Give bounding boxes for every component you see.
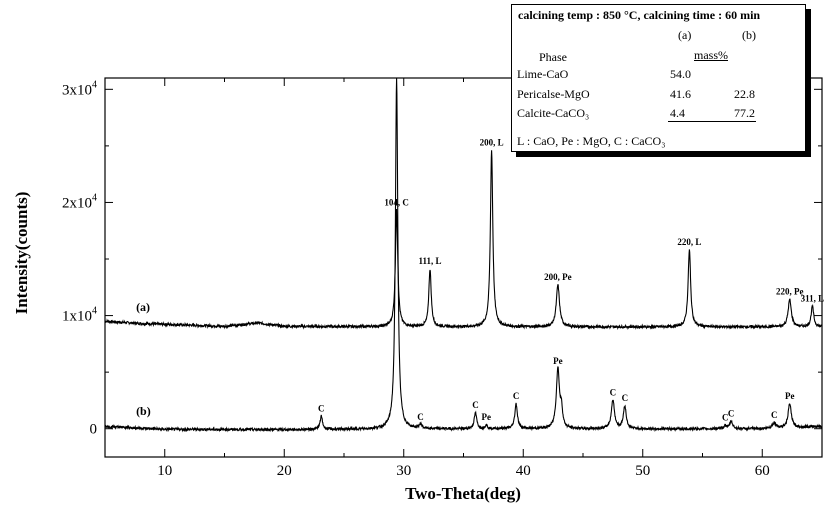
peak-label: C [472, 400, 479, 410]
peak-label: C [610, 387, 617, 397]
peak-label: C [318, 403, 325, 413]
inset-row-value-a: 41.6 [670, 87, 691, 101]
peak-label: C [722, 412, 729, 422]
inset-legend-note: L : CaO, Pe : MgO, C : CaCO₃ [517, 134, 666, 148]
peak-label: 311, L [801, 294, 825, 304]
inset-unit-heading: mass% [694, 48, 728, 62]
y-tick-label: 3x104 [62, 79, 97, 98]
x-tick-label: 10 [157, 463, 172, 479]
peak-label: C [728, 408, 735, 418]
x-axis-title: Two-Theta(deg) [405, 484, 521, 503]
peak-label: 200, L [480, 137, 504, 147]
x-tick-label: 30 [396, 463, 411, 479]
y-tick-label: 1x104 [62, 306, 97, 325]
series-label: (a) [136, 300, 150, 314]
series-label: (b) [136, 404, 151, 418]
peak-label: C [771, 410, 778, 420]
peak-label: C [417, 412, 424, 422]
peak-labels: (a) 104, C 111, L 200, L 200, Pe 220, L 220, P… [136, 137, 824, 422]
inset-row-value-a: 4.4 [670, 106, 685, 120]
inset-column-b: (b) [742, 28, 756, 42]
peak-label: Pe [785, 391, 795, 401]
peak-label: 200, Pe [544, 272, 572, 282]
xrd-traces [104, 78, 823, 433]
peak-label: 220, L [677, 237, 701, 247]
trace-b [104, 78, 823, 433]
inset-row-name: Lime-CaO [517, 67, 569, 81]
y-axis-title: Intensity(counts) [12, 192, 31, 315]
inset-row-value-a: 54.0 [670, 67, 691, 81]
y-tick-label: 0 [90, 422, 98, 438]
x-tick-label: 20 [277, 463, 292, 479]
inset-phase-heading: Phase [539, 50, 567, 64]
peak-label: C [622, 393, 629, 403]
peak-label: 220, Pe [776, 287, 804, 297]
peak-label: Pe [481, 412, 491, 422]
x-tick-label: 50 [635, 463, 650, 479]
x-tick-label: 60 [755, 463, 770, 479]
peak-label: 104, C [384, 197, 409, 207]
inset-row-value-b: 22.8 [734, 87, 755, 101]
phase-composition-inset: calcining temp : 850 °C, calcining time … [511, 4, 806, 152]
inset-row-name: Pericalse-MgO [517, 87, 590, 101]
trace-a [104, 150, 823, 331]
inset-row-name: Calcite-CaCO₃ [517, 106, 590, 120]
y-tick-label: 2x104 [62, 192, 97, 211]
inset-total-rule [668, 121, 756, 122]
peak-label: C [513, 391, 520, 401]
peak-label: 111, L [419, 256, 442, 266]
inset-column-a: (a) [678, 28, 692, 42]
inset-row-value-b: 77.2 [734, 106, 755, 120]
x-tick-label: 40 [516, 463, 531, 479]
peak-label: Pe [553, 356, 563, 366]
inset-header: calcining temp : 850 °C, calcining time … [518, 8, 761, 22]
